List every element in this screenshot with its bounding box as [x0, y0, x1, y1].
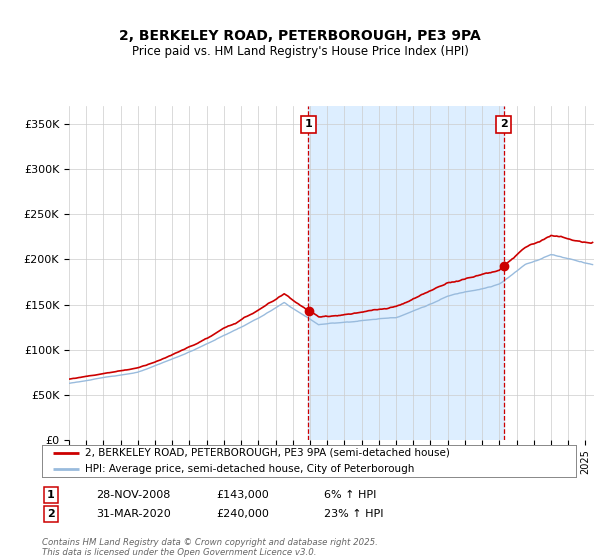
- Text: HPI: Average price, semi-detached house, City of Peterborough: HPI: Average price, semi-detached house,…: [85, 464, 414, 474]
- Text: 31-MAR-2020: 31-MAR-2020: [96, 509, 171, 519]
- Text: 2: 2: [47, 509, 55, 519]
- Text: 6% ↑ HPI: 6% ↑ HPI: [324, 490, 376, 500]
- Text: 23% ↑ HPI: 23% ↑ HPI: [324, 509, 383, 519]
- Bar: [308, 106, 503, 440]
- Text: Contains HM Land Registry data © Crown copyright and database right 2025.
This d: Contains HM Land Registry data © Crown c…: [42, 538, 378, 557]
- Text: 2, BERKELEY ROAD, PETERBOROUGH, PE3 9PA (semi-detached house): 2, BERKELEY ROAD, PETERBOROUGH, PE3 9PA …: [85, 448, 449, 458]
- Text: £240,000: £240,000: [216, 509, 269, 519]
- Text: 1: 1: [305, 119, 313, 129]
- Text: 28-NOV-2008: 28-NOV-2008: [96, 490, 170, 500]
- Text: 2, BERKELEY ROAD, PETERBOROUGH, PE3 9PA: 2, BERKELEY ROAD, PETERBOROUGH, PE3 9PA: [119, 29, 481, 44]
- Text: 1: 1: [47, 490, 55, 500]
- Text: £143,000: £143,000: [216, 490, 269, 500]
- Text: Price paid vs. HM Land Registry's House Price Index (HPI): Price paid vs. HM Land Registry's House …: [131, 45, 469, 58]
- Text: 2: 2: [500, 119, 508, 129]
